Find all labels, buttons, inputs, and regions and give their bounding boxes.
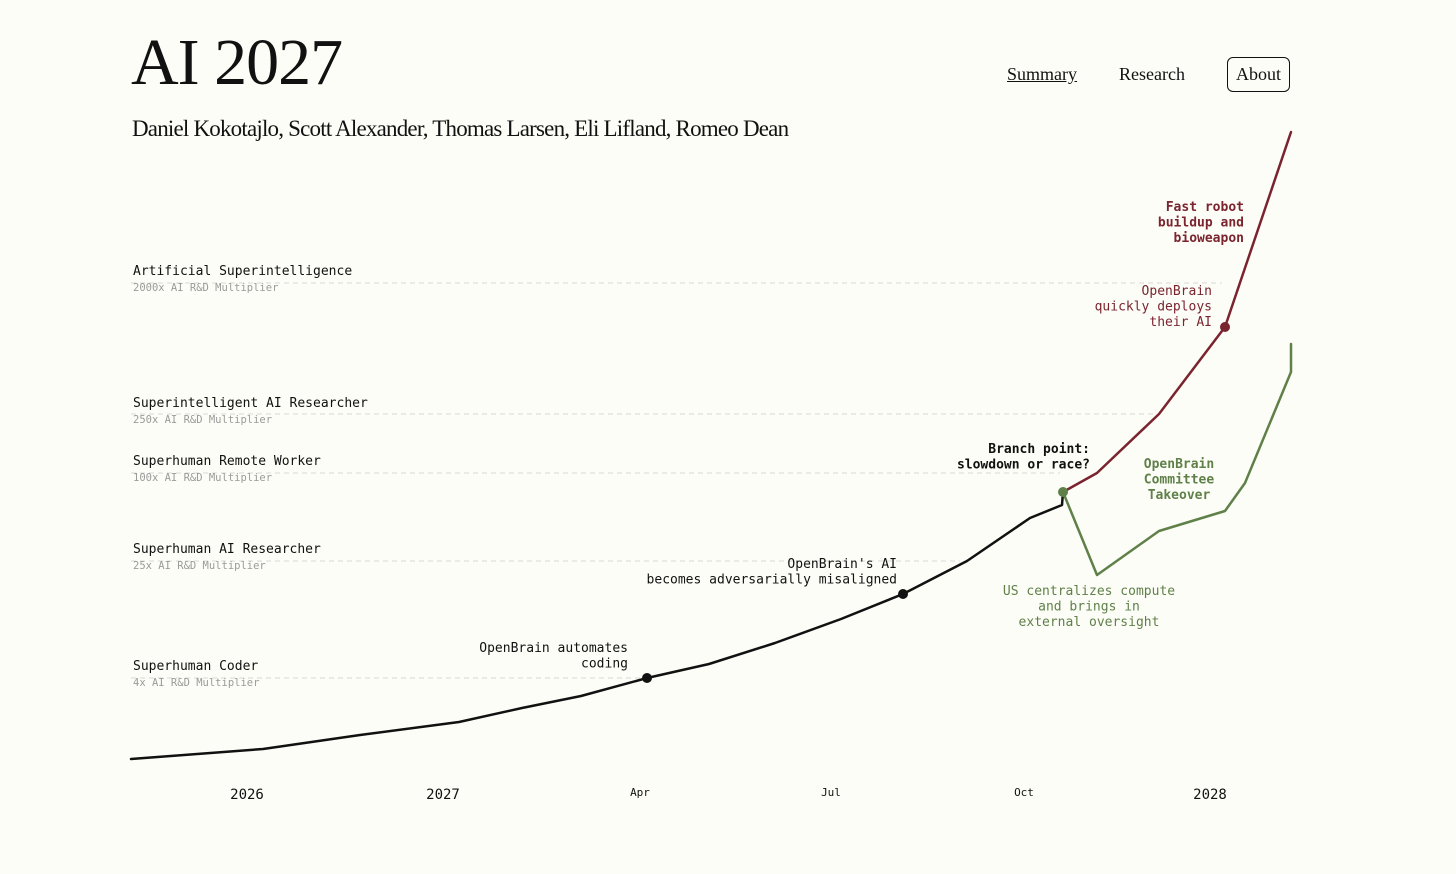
annotation-robot: Fast robot buildup and bioweapon	[1158, 200, 1244, 246]
milestone-label: Superhuman AI Researcher	[133, 542, 321, 557]
annotation-line: coding	[581, 657, 628, 672]
annotation-line: bioweapon	[1174, 231, 1244, 246]
annotation-line: and brings in	[1038, 600, 1140, 615]
milestone-multiplier: 4x AI R&D Multiplier	[133, 677, 259, 689]
x-tick-label: 2026	[230, 787, 264, 803]
x-tick-label: 2027	[426, 787, 460, 803]
annotation-line: external oversight	[1019, 615, 1160, 630]
annotation-centralizes: US centralizes compute and brings in exter…	[1003, 584, 1175, 630]
milestone-label: Artificial Superintelligence	[133, 264, 352, 279]
slowdown-ending-line	[1061, 342, 1293, 577]
event-dot-automates	[642, 673, 652, 683]
main-trajectory-line	[129, 490, 1065, 761]
site-title: AI 2027	[131, 26, 343, 99]
annotation-line: slowdown or race?	[957, 458, 1090, 473]
annotation-misaligned: OpenBrain's AI becomes adversarially misa…	[647, 557, 897, 588]
x-tick-label: Jul	[821, 786, 841, 799]
annotation-line: Committee	[1144, 473, 1215, 488]
authors-line: Daniel Kokotajlo, Scott Alexander, Thoma…	[132, 116, 789, 141]
annotation-deploys: OpenBrain quickly deploys their AI	[1095, 284, 1212, 330]
annotation-line: Takeover	[1148, 488, 1211, 503]
annotation-automates: OpenBrain automates coding	[479, 641, 628, 672]
nav-link-summary[interactable]: Summary	[1007, 64, 1078, 84]
annotation-branch: Branch point: slowdown or race?	[957, 442, 1090, 473]
annotation-line: OpenBrain's AI	[787, 557, 897, 572]
x-tick-label: Apr	[630, 786, 650, 799]
annotation-line: OpenBrain automates	[479, 641, 628, 656]
x-tick-label: 2028	[1193, 787, 1227, 803]
milestone-multiplier: 100x AI R&D Multiplier	[133, 472, 272, 484]
top-nav: Summary Research About	[1007, 57, 1290, 92]
milestone-multiplier: 2000x AI R&D Multiplier	[133, 282, 278, 294]
annotation-line: their AI	[1149, 315, 1212, 330]
annotation-line: OpenBrain	[1142, 284, 1212, 299]
event-dot-misaligned	[898, 589, 908, 599]
x-tick-label: Oct	[1014, 786, 1034, 799]
milestone-multiplier: 250x AI R&D Multiplier	[133, 414, 272, 426]
annotation-committee: OpenBrain Committee Takeover	[1144, 457, 1215, 503]
event-dot-deploys	[1220, 322, 1230, 332]
annotation-line: quickly deploys	[1095, 300, 1212, 315]
event-dot-branch	[1058, 487, 1068, 497]
annotation-line: Fast robot	[1166, 200, 1244, 215]
annotation-line: buildup and	[1158, 216, 1244, 231]
milestone-label: Superhuman Coder	[133, 659, 258, 674]
annotation-line: Branch point:	[988, 442, 1090, 457]
race-ending-line	[1061, 130, 1293, 494]
annotation-line: US centralizes compute	[1003, 584, 1175, 599]
milestone-multiplier: 25x AI R&D Multiplier	[133, 560, 266, 572]
nav-button-about[interactable]: About	[1227, 57, 1290, 92]
annotation-line: becomes adversarially misaligned	[647, 573, 897, 588]
milestone-label: Superintelligent AI Researcher	[133, 396, 368, 411]
annotation-line: OpenBrain	[1144, 457, 1214, 472]
milestone-label: Superhuman Remote Worker	[133, 454, 321, 469]
nav-link-research[interactable]: Research	[1119, 64, 1185, 84]
